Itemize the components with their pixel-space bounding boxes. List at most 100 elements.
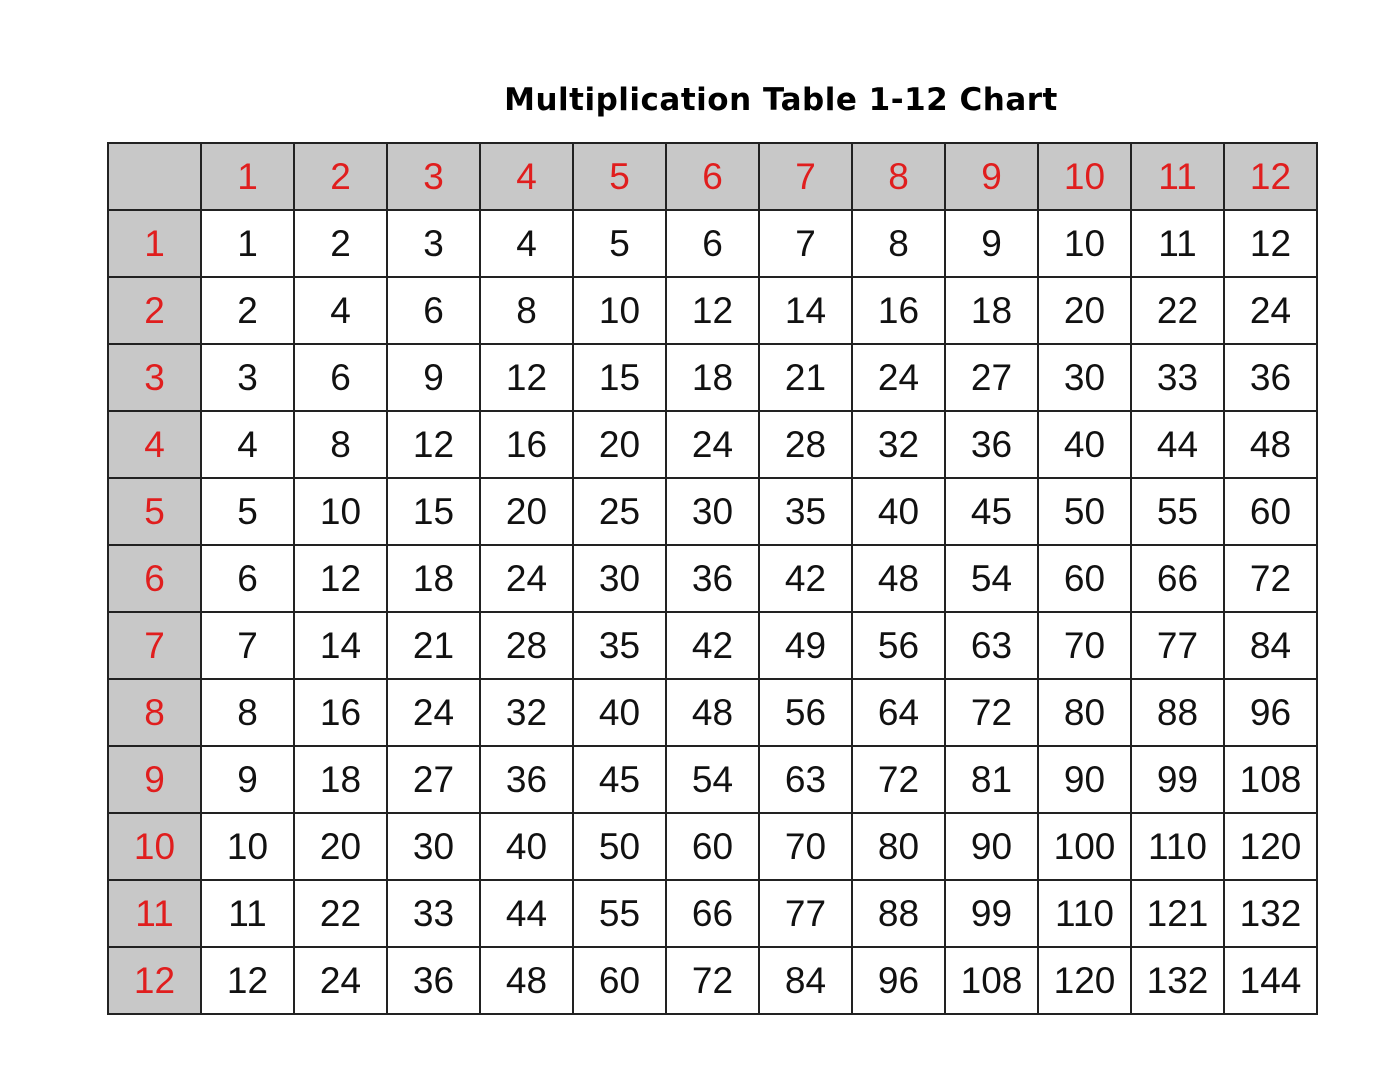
product-cell: 7: [200, 611, 295, 680]
product-cell: 110: [1037, 879, 1132, 948]
product-cell: 70: [758, 812, 853, 881]
column-header: 9: [944, 142, 1039, 211]
product-cell: 14: [293, 611, 388, 680]
row-header: 4: [107, 410, 202, 479]
product-cell: 10: [200, 812, 295, 881]
product-cell: 4: [293, 276, 388, 345]
product-cell: 63: [944, 611, 1039, 680]
product-cell: 9: [386, 343, 481, 412]
product-cell: 84: [758, 946, 853, 1015]
product-cell: 6: [386, 276, 481, 345]
product-cell: 8: [851, 209, 946, 278]
product-cell: 6: [665, 209, 760, 278]
table-row: 10 10 20 30 40 50 60 70 80 90 100 110 120: [107, 812, 1318, 881]
table-row: 9 9 18 27 36 45 54 63 72 81 90 99 108: [107, 745, 1318, 814]
product-cell: 120: [1223, 812, 1318, 881]
corner-cell: [107, 142, 202, 211]
product-cell: 54: [665, 745, 760, 814]
product-cell: 35: [572, 611, 667, 680]
product-cell: 24: [293, 946, 388, 1015]
product-cell: 18: [386, 544, 481, 613]
row-header: 11: [107, 879, 202, 948]
product-cell: 15: [386, 477, 481, 546]
table-row: 1 1 2 3 4 5 6 7 8 9 10 11 12: [107, 209, 1318, 278]
product-cell: 45: [944, 477, 1039, 546]
row-header: 2: [107, 276, 202, 345]
product-cell: 48: [851, 544, 946, 613]
product-cell: 20: [1037, 276, 1132, 345]
product-cell: 100: [1037, 812, 1132, 881]
product-cell: 8: [479, 276, 574, 345]
product-cell: 36: [479, 745, 574, 814]
product-cell: 99: [944, 879, 1039, 948]
product-cell: 14: [758, 276, 853, 345]
product-cell: 8: [200, 678, 295, 747]
multiplication-table: 1 2 3 4 5 6 7 8 9 10 11 12 1 1 2 3 4 5 6 7 8 9 10 11 12 2 2 4 6 8 10 12…: [107, 142, 1318, 1015]
product-cell: 6: [200, 544, 295, 613]
product-cell: 4: [479, 209, 574, 278]
table-row: 12 12 24 36 48 60 72 84 96 108 120 132 144: [107, 946, 1318, 1015]
product-cell: 12: [1223, 209, 1318, 278]
product-cell: 50: [572, 812, 667, 881]
product-cell: 84: [1223, 611, 1318, 680]
column-header: 12: [1223, 142, 1318, 211]
row-header: 3: [107, 343, 202, 412]
product-cell: 77: [758, 879, 853, 948]
product-cell: 30: [665, 477, 760, 546]
row-header: 5: [107, 477, 202, 546]
product-cell: 30: [386, 812, 481, 881]
column-header: 2: [293, 142, 388, 211]
product-cell: 4: [200, 410, 295, 479]
row-header: 12: [107, 946, 202, 1015]
product-cell: 24: [665, 410, 760, 479]
product-cell: 108: [1223, 745, 1318, 814]
product-cell: 27: [386, 745, 481, 814]
product-cell: 110: [1130, 812, 1225, 881]
product-cell: 3: [386, 209, 481, 278]
product-cell: 16: [293, 678, 388, 747]
header-row: 1 2 3 4 5 6 7 8 9 10 11 12: [107, 142, 1318, 211]
product-cell: 28: [758, 410, 853, 479]
product-cell: 54: [944, 544, 1039, 613]
product-cell: 48: [665, 678, 760, 747]
column-header: 8: [851, 142, 946, 211]
column-header: 11: [1130, 142, 1225, 211]
table-row: 8 8 16 24 32 40 48 56 64 72 80 88 96: [107, 678, 1318, 747]
product-cell: 36: [1223, 343, 1318, 412]
product-cell: 48: [479, 946, 574, 1015]
product-cell: 30: [1037, 343, 1132, 412]
product-cell: 20: [293, 812, 388, 881]
product-cell: 10: [293, 477, 388, 546]
product-cell: 9: [200, 745, 295, 814]
product-cell: 60: [572, 946, 667, 1015]
product-cell: 24: [1223, 276, 1318, 345]
product-cell: 30: [572, 544, 667, 613]
product-cell: 42: [665, 611, 760, 680]
product-cell: 12: [386, 410, 481, 479]
product-cell: 132: [1130, 946, 1225, 1015]
row-header: 6: [107, 544, 202, 613]
product-cell: 36: [386, 946, 481, 1015]
column-header: 7: [758, 142, 853, 211]
product-cell: 44: [479, 879, 574, 948]
product-cell: 36: [665, 544, 760, 613]
product-cell: 60: [665, 812, 760, 881]
product-cell: 50: [1037, 477, 1132, 546]
product-cell: 22: [1130, 276, 1225, 345]
product-cell: 32: [479, 678, 574, 747]
product-cell: 40: [479, 812, 574, 881]
product-cell: 24: [851, 343, 946, 412]
product-cell: 16: [479, 410, 574, 479]
product-cell: 56: [851, 611, 946, 680]
product-cell: 5: [572, 209, 667, 278]
product-cell: 9: [944, 209, 1039, 278]
product-cell: 40: [572, 678, 667, 747]
product-cell: 21: [386, 611, 481, 680]
product-cell: 24: [386, 678, 481, 747]
product-cell: 3: [200, 343, 295, 412]
product-cell: 63: [758, 745, 853, 814]
product-cell: 20: [479, 477, 574, 546]
column-header: 6: [665, 142, 760, 211]
product-cell: 60: [1223, 477, 1318, 546]
product-cell: 64: [851, 678, 946, 747]
